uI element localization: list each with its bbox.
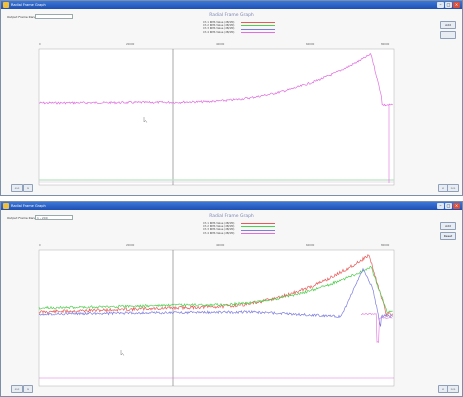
- app-icon: [3, 203, 9, 209]
- x-axis: 0 20000 40000 60000 80000: [39, 42, 390, 46]
- frame-range-input[interactable]: [35, 14, 73, 19]
- minimize-button[interactable]: –: [437, 2, 444, 8]
- legend-label: Ch 4 RMS Value (dB/1M): [203, 231, 235, 235]
- frame-range-label: Output Frame Range: [7, 15, 39, 19]
- legend-label: Ch 3 RMS Value (dB/1M): [203, 228, 235, 232]
- mouse-cursor-icon: [143, 117, 148, 123]
- next-button[interactable]: >: [23, 184, 33, 192]
- legend: Ch 1 RMS Value (dB/1M) Ch 2 RMS Value (d…: [203, 21, 277, 34]
- plot-area: 0 20000 40000 60000 80000: [38, 42, 395, 186]
- series-ch3: [38, 267, 393, 327]
- x-tick-label: 20000: [126, 243, 135, 247]
- window-radial-frame-graph-2: Radial Frame Graph – □ × Output Frame Ra…: [0, 201, 463, 397]
- x-tick-label: 60000: [306, 42, 315, 46]
- legend-label: Ch 2 RMS Value (dB/1M): [203, 225, 235, 229]
- legend-line: [241, 226, 275, 228]
- x-tick-label: 40000: [216, 243, 225, 247]
- last-page-button[interactable]: >>: [447, 184, 459, 192]
- plot-frame: [38, 249, 395, 387]
- series-ch4: [360, 313, 393, 344]
- x-tick-label: 0: [39, 243, 41, 247]
- legend-line: [241, 229, 275, 231]
- legend-line: [241, 31, 275, 33]
- frame-range-label: Output Frame Range: [7, 216, 39, 220]
- frame-range-input[interactable]: 1 - 200: [35, 215, 73, 220]
- reset-button[interactable]: Reset: [440, 232, 456, 240]
- plot-area: 0 20000 40000 60000 80000: [38, 243, 395, 387]
- x-tick-label: 20000: [126, 42, 135, 46]
- x-tick-label: 80000: [381, 243, 390, 247]
- plot-title: Radial Frame Graph: [209, 13, 254, 18]
- title-bar[interactable]: Radial Frame Graph – □ ×: [1, 1, 462, 9]
- maximize-button[interactable]: □: [445, 2, 452, 8]
- minimize-button[interactable]: –: [437, 203, 444, 209]
- mouse-cursor-icon: [120, 350, 125, 356]
- maximize-button[interactable]: □: [445, 203, 452, 209]
- legend-label: Ch 3 RMS Value (dB/1M): [203, 27, 235, 31]
- legend-line: [241, 25, 275, 27]
- series-ch4: [38, 52, 393, 107]
- add-button[interactable]: Add: [440, 21, 456, 29]
- series-ch1: [38, 254, 393, 317]
- window-title: Radial Frame Graph: [11, 3, 46, 7]
- plot-frame: [38, 48, 395, 186]
- title-bar[interactable]: Radial Frame Graph – □ ×: [1, 202, 462, 210]
- add-button[interactable]: Add: [440, 222, 456, 230]
- first-page-button[interactable]: <<: [11, 385, 23, 393]
- window-title: Radial Frame Graph: [11, 204, 46, 208]
- legend-line: [241, 232, 275, 234]
- x-tick-label: 60000: [306, 243, 315, 247]
- first-page-button[interactable]: <<: [11, 184, 23, 192]
- plot-title: Radial Frame Graph: [209, 214, 254, 219]
- legend-label: Ch 2 RMS Value (dB/1M): [203, 24, 235, 28]
- legend-label: Ch 4 RMS Value (dB/1M): [203, 30, 235, 34]
- legend-line: [241, 223, 275, 224]
- close-button[interactable]: ×: [453, 203, 460, 209]
- legend-line: [241, 22, 275, 23]
- legend-label: Ch 1 RMS Value (dB/1M): [203, 222, 235, 226]
- last-page-button[interactable]: >>: [447, 385, 459, 393]
- x-axis: 0 20000 40000 60000 80000: [39, 243, 390, 247]
- legend-line: [241, 28, 275, 30]
- x-tick-label: 0: [39, 42, 41, 46]
- x-tick-label: 40000: [216, 42, 225, 46]
- legend-label: Ch 1 RMS Value (dB/1M): [203, 21, 235, 25]
- close-button[interactable]: ×: [453, 2, 460, 8]
- reset-button[interactable]: [440, 31, 456, 39]
- next-button[interactable]: >: [23, 385, 33, 393]
- window-radial-frame-graph-1: Radial Frame Graph – □ × Output Frame Ra…: [0, 0, 463, 196]
- app-icon: [3, 2, 9, 8]
- x-tick-label: 80000: [381, 42, 390, 46]
- legend: Ch 1 RMS Value (dB/1M) Ch 2 RMS Value (d…: [203, 222, 277, 235]
- series-ch2: [38, 265, 393, 313]
